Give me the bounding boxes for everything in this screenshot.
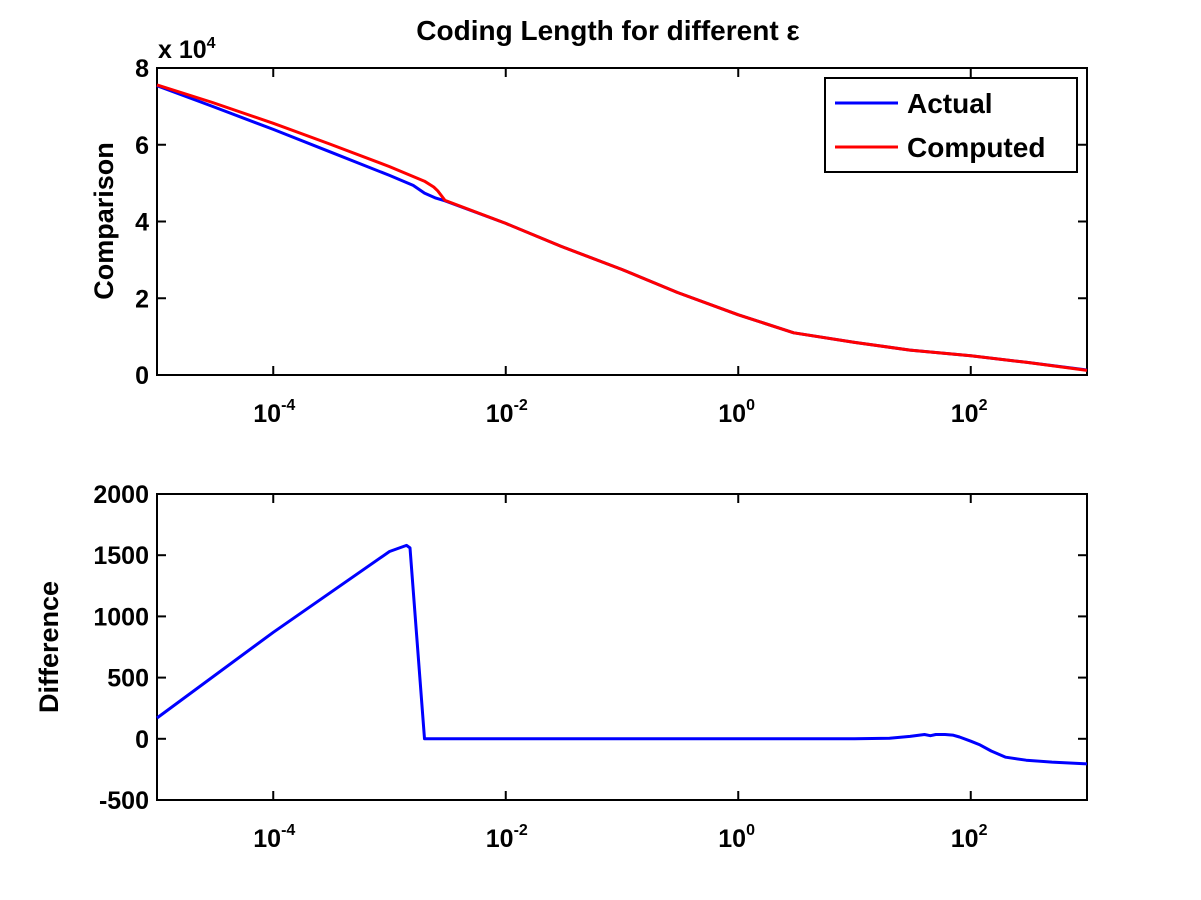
bottom-x-tick-label: 100 xyxy=(718,822,755,853)
bottom-x-tick-label: 10-4 xyxy=(253,822,295,853)
top-x-tick-exponent: -4 xyxy=(281,397,295,414)
top-x-tick-base: 10 xyxy=(486,400,514,428)
bottom-x-tick-label: 102 xyxy=(951,822,988,853)
top-x-tick-exponent: -2 xyxy=(514,397,528,414)
top-series-line-computed xyxy=(156,83,1088,372)
bottom-y-tick-label: 500 xyxy=(107,665,149,693)
bottom-x-tick-base: 10 xyxy=(253,825,281,853)
top-y-multiplier-exponent: 4 xyxy=(207,35,216,52)
legend: Actual Computed xyxy=(824,77,1078,173)
top-y-tick-label: 0 xyxy=(135,362,149,390)
top-x-tick-base: 10 xyxy=(718,400,746,428)
bottom-x-tick-base: 10 xyxy=(718,825,746,853)
top-x-tick-exponent: 0 xyxy=(746,397,755,414)
bottom-y-tick-label: 1000 xyxy=(93,603,149,631)
bottom-plot-area xyxy=(156,493,1088,801)
bottom-x-tick-label: 10-2 xyxy=(486,822,528,853)
bottom-y-axis-label: Difference xyxy=(34,581,64,713)
top-x-tick-label: 100 xyxy=(718,397,755,428)
bottom-x-tick-base: 10 xyxy=(486,825,514,853)
top-y-multiplier: x 104 xyxy=(158,35,216,64)
top-x-tick-label: 10-4 xyxy=(253,397,295,428)
top-y-tick-label: 4 xyxy=(135,209,149,237)
bottom-y-tick-label: 1500 xyxy=(93,542,149,570)
bottom-x-tick-exponent: -2 xyxy=(514,822,528,839)
top-x-tick-exponent: 2 xyxy=(979,397,988,414)
bottom-x-tick-base: 10 xyxy=(951,825,979,853)
top-x-tick-base: 10 xyxy=(951,400,979,428)
legend-label-computed: Computed xyxy=(907,132,1045,163)
top-x-tick-base: 10 xyxy=(253,400,281,428)
legend-label-actual: Actual xyxy=(907,88,993,119)
bottom-x-tick-exponent: 2 xyxy=(979,822,988,839)
bottom-series-line-difference xyxy=(156,543,1088,766)
top-y-tick-label: 6 xyxy=(135,132,149,160)
bottom-x-tick-exponent: 0 xyxy=(746,822,755,839)
top-y-tick-label: 2 xyxy=(135,285,149,313)
top-y-axis-label: Comparison xyxy=(89,142,119,300)
top-x-tick-label: 10-2 xyxy=(486,397,528,428)
top-x-tick-label: 102 xyxy=(951,397,988,428)
bottom-y-tick-label: 2000 xyxy=(93,481,149,509)
bottom-plot: Difference 10-4 10-2 100 102-50005001000150… xyxy=(34,481,1088,853)
top-y-tick-label: 8 xyxy=(135,55,149,83)
bottom-y-tick-label: 0 xyxy=(135,726,149,754)
bottom-x-tick-exponent: -4 xyxy=(281,822,295,839)
legend-box xyxy=(824,77,1078,173)
top-y-multiplier-base: x 10 xyxy=(158,36,207,64)
chart-title: Coding Length for different ε xyxy=(416,15,799,46)
bottom-y-tick-label: -500 xyxy=(99,787,149,815)
